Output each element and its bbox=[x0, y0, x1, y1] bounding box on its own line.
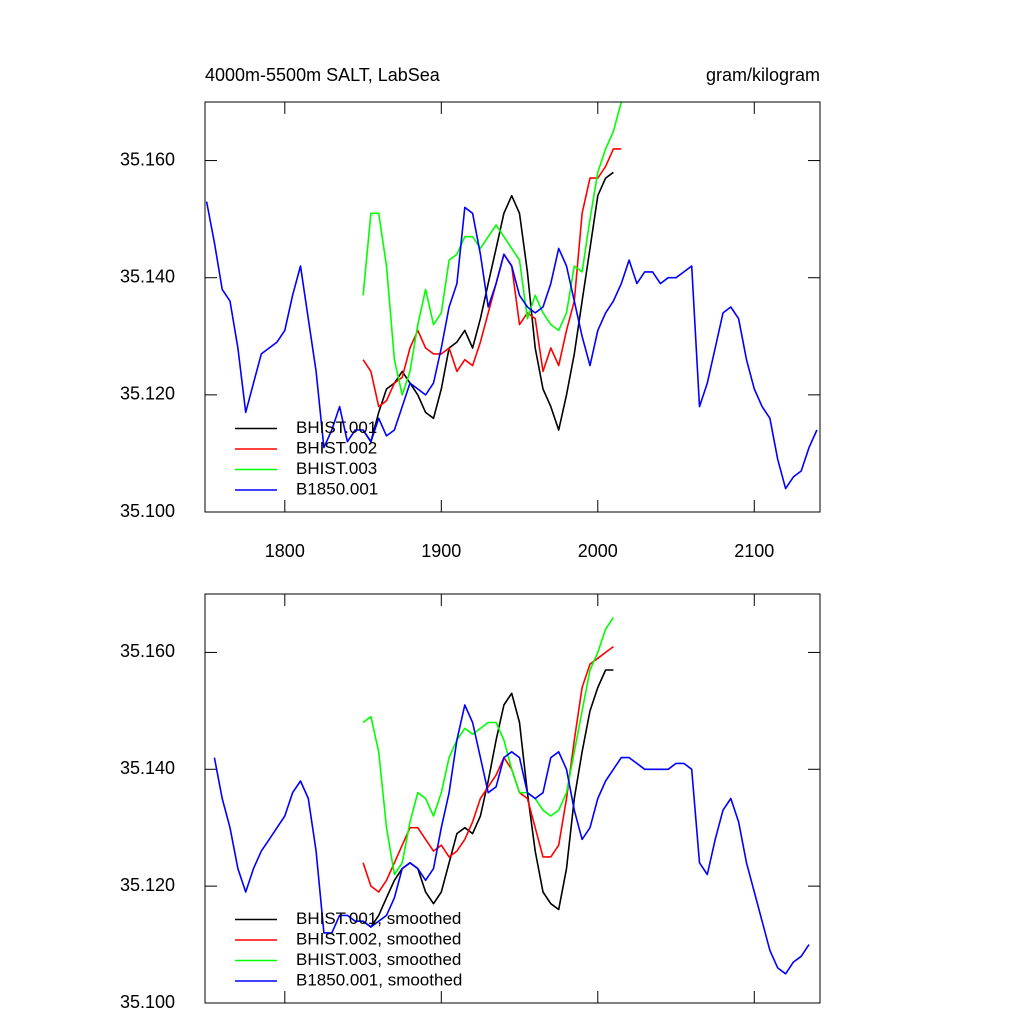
y-tick-label: 35.120 bbox=[120, 384, 175, 404]
series-line bbox=[362, 616, 615, 876]
y-tick-label: 35.100 bbox=[120, 501, 175, 521]
series-line bbox=[205, 201, 818, 490]
y-tick-label: 35.160 bbox=[120, 641, 175, 661]
y-tick-label: 35.160 bbox=[120, 149, 175, 169]
legend-label: BHIST.003 bbox=[296, 459, 377, 478]
chart-title: 4000m-5500m SALT, LabSea bbox=[205, 65, 441, 85]
y-tick-label: 35.120 bbox=[120, 875, 175, 895]
plot-frame bbox=[204, 101, 821, 513]
legend-label: BHIST.002, smoothed bbox=[296, 929, 461, 948]
series-line bbox=[362, 101, 623, 396]
series-line bbox=[213, 704, 810, 975]
series-line bbox=[362, 171, 614, 443]
series-line bbox=[362, 645, 614, 893]
units-label: gram/kilogram bbox=[706, 65, 820, 85]
legend-label: BHIST.003, smoothed bbox=[296, 950, 461, 969]
plot-frame bbox=[204, 593, 821, 1004]
legend-label: BHIST.001 bbox=[296, 418, 377, 437]
legend-label: BHIST.001, smoothed bbox=[296, 909, 461, 928]
x-tick-label: 1900 bbox=[421, 541, 461, 561]
legend-label: BHIST.002 bbox=[296, 438, 377, 457]
x-tick-label: 2000 bbox=[578, 541, 618, 561]
y-tick-label: 35.140 bbox=[120, 758, 175, 778]
y-tick-label: 35.100 bbox=[120, 992, 175, 1012]
x-tick-label: 1800 bbox=[265, 541, 305, 561]
series-line bbox=[362, 148, 622, 408]
x-tick-label: 2100 bbox=[734, 541, 774, 561]
legend-label: B1850.001, smoothed bbox=[296, 970, 462, 989]
y-tick-label: 35.140 bbox=[120, 266, 175, 286]
series-line bbox=[362, 669, 614, 928]
legend-label: B1850.001 bbox=[296, 479, 378, 498]
